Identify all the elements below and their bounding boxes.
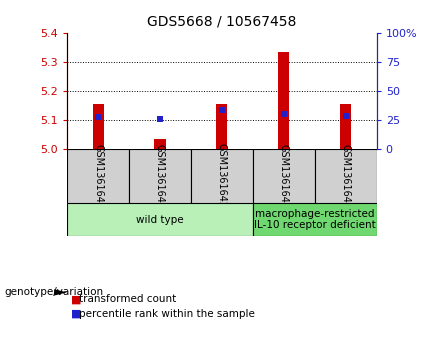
Bar	[155, 139, 165, 149]
Text: percentile rank within the sample: percentile rank within the sample	[79, 309, 255, 319]
Text: transformed count: transformed count	[79, 294, 177, 305]
Bar	[129, 149, 191, 203]
Bar	[93, 104, 103, 149]
Bar	[278, 52, 289, 149]
Text: GSM1361641: GSM1361641	[155, 143, 165, 209]
Text: GSM1361644: GSM1361644	[341, 143, 351, 209]
Bar	[67, 203, 253, 236]
Bar	[253, 203, 377, 236]
Text: ■: ■	[71, 294, 82, 305]
Bar	[191, 149, 253, 203]
Bar	[253, 149, 315, 203]
Text: ■: ■	[71, 309, 82, 319]
Bar	[67, 149, 129, 203]
Title: GDS5668 / 10567458: GDS5668 / 10567458	[147, 15, 297, 29]
Text: genotype/variation: genotype/variation	[4, 287, 103, 297]
Bar	[340, 104, 351, 149]
Bar	[315, 149, 377, 203]
Text: GSM1361640: GSM1361640	[93, 143, 103, 209]
Bar	[216, 104, 227, 149]
Polygon shape	[54, 289, 67, 295]
Text: GSM1361642: GSM1361642	[217, 143, 227, 209]
Text: wild type: wild type	[136, 215, 184, 225]
Text: macrophage-restricted
IL-10 receptor deficient: macrophage-restricted IL-10 receptor def…	[254, 209, 376, 231]
Text: GSM1361643: GSM1361643	[279, 143, 289, 209]
